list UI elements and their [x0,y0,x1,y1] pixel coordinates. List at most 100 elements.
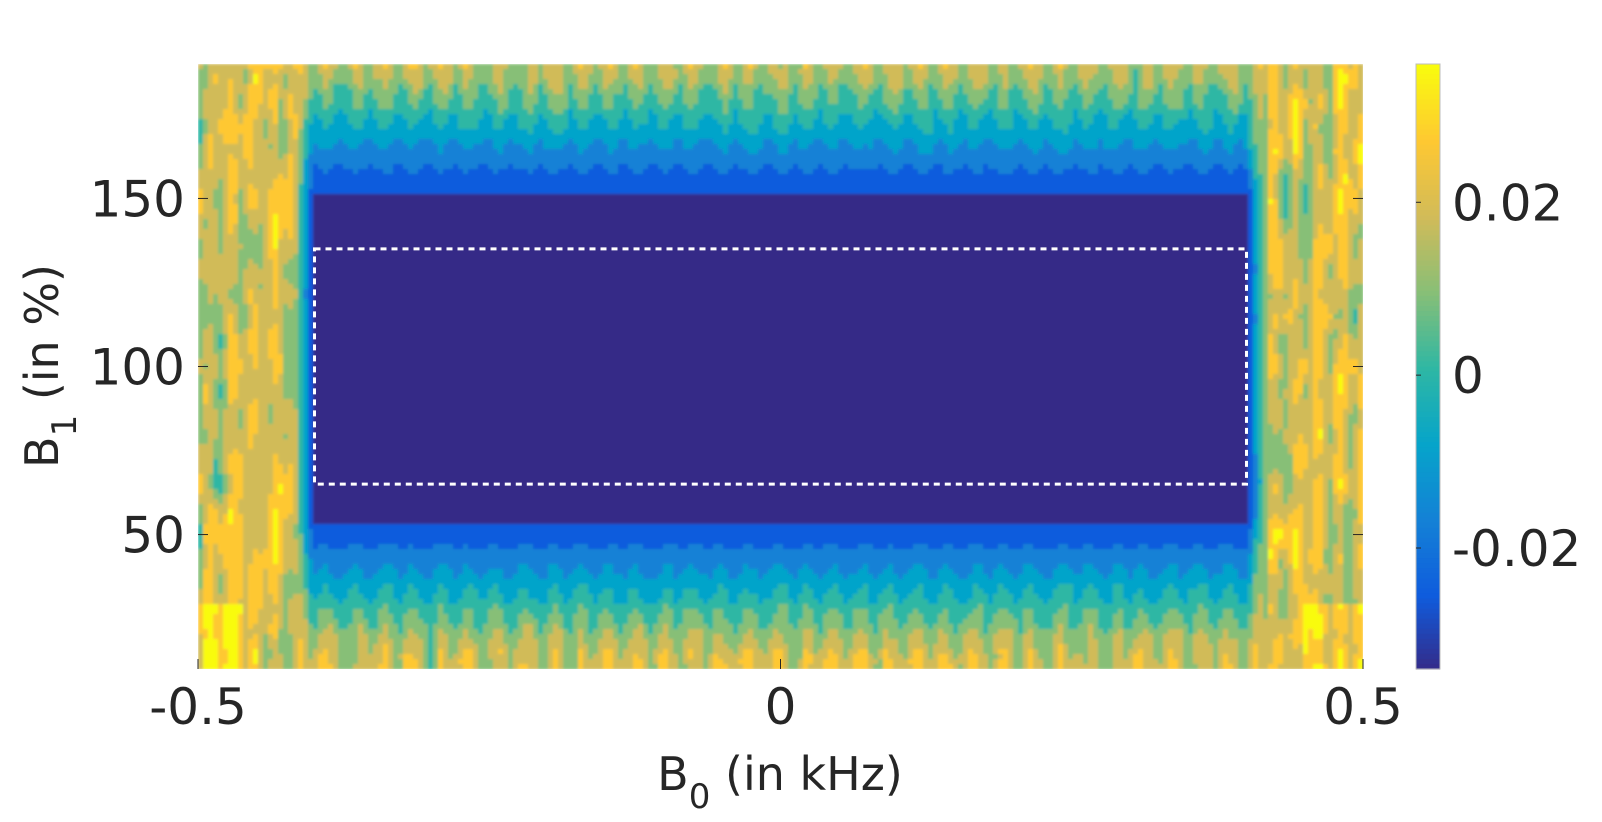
field-cell [213,109,219,115]
field-cell [743,74,749,80]
field-cell [698,169,704,175]
field-cell [1343,154,1349,160]
field-cell [748,99,754,105]
field-cell [818,94,824,100]
field-cell [1038,144,1044,150]
field-cell [558,69,564,75]
field-cell [288,74,294,80]
field-cell [1063,69,1069,75]
field-cell [1183,144,1189,150]
field-cell [1203,164,1209,170]
field-cell [223,144,229,150]
field-cell [1213,164,1219,170]
field-cell [1268,89,1274,95]
field-cell [353,84,359,90]
field-cell [368,64,374,70]
field-cell [1348,109,1354,115]
field-cell [1198,144,1204,150]
field-cell [398,149,404,155]
field-cell [998,129,1004,135]
field-cell [358,64,364,70]
field-cell [483,149,489,155]
field-cell [1233,144,1239,150]
field-cell [758,164,764,170]
field-cell [1108,114,1114,120]
field-cell [283,99,289,105]
field-cell [458,109,464,115]
field-cell [248,79,254,85]
field-cell [1348,69,1354,75]
field-cell [938,119,944,125]
field-cell [223,64,229,70]
field-cell [443,84,449,90]
field-cell [1258,89,1264,95]
field-cell [273,94,279,100]
field-cell [1313,134,1319,140]
field-cell [443,109,449,115]
plot-area [198,64,1363,669]
field-cell [678,99,684,105]
field-cell [1018,109,1024,115]
field-cell [528,159,534,165]
field-cell [1058,149,1064,155]
field-cell [453,129,459,135]
field-cell [698,114,704,120]
field-cell [1263,124,1269,130]
field-cell [458,119,464,125]
field-cell [703,149,709,155]
field-cell [833,69,839,75]
field-cell [973,74,979,80]
field-cell [403,89,409,95]
field-cell [1173,114,1179,120]
field-cell [1263,74,1269,80]
field-cell [923,109,929,115]
field-cell [528,84,534,90]
field-cell [403,169,409,175]
field-cell [323,114,329,120]
field-cell [1008,94,1014,100]
field-cell [1223,124,1229,130]
field-cell [913,154,919,160]
field-cell [223,159,229,165]
field-cell [1028,104,1034,110]
field-cell [528,69,534,75]
field-cell [1298,129,1304,135]
field-cell [213,64,219,70]
field-cell [593,84,599,90]
field-cell [558,154,564,160]
field-cell [1238,119,1244,125]
field-cell [313,124,319,130]
field-cell [1213,139,1219,145]
field-cell [348,144,354,150]
field-cell [578,149,584,155]
field-cell [563,109,569,115]
field-cell [628,69,634,75]
field-cell [1188,69,1194,75]
field-cell [708,99,714,105]
field-cell [513,124,519,130]
field-cell [1328,154,1334,160]
field-cell [1078,119,1084,125]
field-cell [303,144,309,150]
field-cell [568,84,574,90]
field-cell [323,69,329,75]
field-cell [1178,99,1184,105]
field-cell [568,134,574,140]
field-cell [1138,134,1144,140]
field-cell [683,119,689,125]
field-cell [478,154,484,160]
field-cell [993,134,999,140]
field-cell [1173,64,1179,70]
field-cell [1118,109,1124,115]
field-cell [1128,109,1134,115]
field-cell [1138,129,1144,135]
field-cell [313,164,319,170]
field-cell [733,104,739,110]
field-cell [508,79,514,85]
field-cell [1273,99,1279,105]
field-cell [393,74,399,80]
field-cell [728,84,734,90]
field-cell [1313,84,1319,90]
field-cell [978,129,984,135]
field-cell [853,124,859,130]
